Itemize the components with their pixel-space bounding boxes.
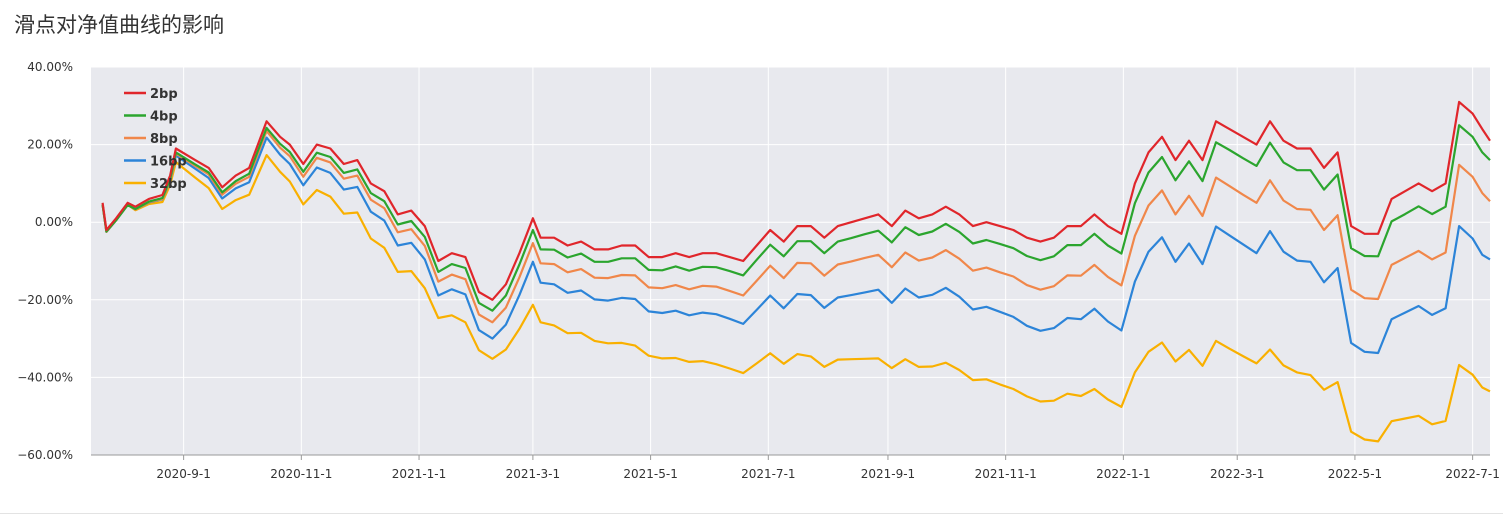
legend-label-16bp: 16bp — [150, 155, 187, 170]
x-tick-label: 2022-5-1 — [1328, 467, 1382, 481]
x-tick-label: 2021-3-1 — [506, 467, 560, 481]
y-tick-label: 20.00% — [27, 138, 73, 152]
bottom-divider — [0, 513, 1503, 514]
legend-label-4bp: 4bp — [150, 110, 178, 125]
series-line-4bp — [101, 124, 1491, 312]
axis-labels: 40.00% 20.00% 0.00% −20.00% −40.00% −60.00% 20… — [17, 60, 1500, 481]
x-tick-label: 2021-7-1 — [741, 467, 795, 481]
x-tick-label: 2020-11-1 — [270, 467, 332, 481]
chart-title: 滑点对净值曲线的影响 — [14, 13, 224, 37]
y-tick-label: 40.00% — [27, 60, 73, 74]
x-tick-label: 2021-1-1 — [392, 467, 446, 481]
x-tick-label: 2021-9-1 — [861, 467, 915, 481]
series-line-8bp — [101, 129, 1491, 324]
series-line-2bp — [101, 100, 1491, 301]
y-tick-label: −40.00% — [17, 370, 73, 384]
x-tick-label: 2022-3-1 — [1210, 467, 1264, 481]
y-tick-label: −20.00% — [17, 293, 73, 307]
x-tick-label: 2021-11-1 — [975, 467, 1037, 481]
x-tick-label: 2021-5-1 — [623, 467, 677, 481]
series-lines — [101, 100, 1491, 443]
legend-label-8bp: 8bp — [150, 132, 178, 147]
x-tick-label: 2022-7-1 — [1445, 467, 1499, 481]
legend-label-2bp: 2bp — [150, 87, 178, 102]
plot-background — [91, 67, 1490, 455]
series-line-32bp — [101, 154, 1491, 443]
x-tick-label: 2020-9-1 — [156, 467, 210, 481]
legend-label-32bp: 32bp — [150, 177, 187, 192]
legend: 2bp 4bp 8bp 16bp 32bp — [124, 87, 187, 192]
x-tick-label: 2022-1-1 — [1096, 467, 1150, 481]
y-tick-label: 0.00% — [35, 215, 73, 229]
series-line-16bp — [101, 136, 1491, 355]
y-tick-label: −60.00% — [17, 448, 73, 462]
